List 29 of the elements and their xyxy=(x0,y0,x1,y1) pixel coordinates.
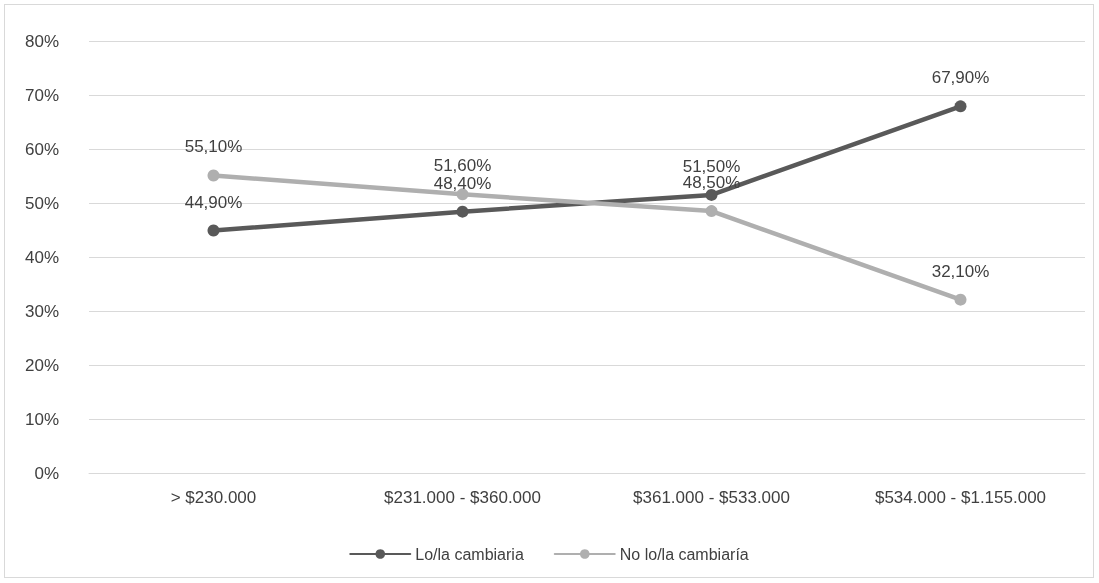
y-tick-label: 0% xyxy=(34,463,59,483)
data-label: 67,90% xyxy=(931,68,990,88)
data-label: 51,50% xyxy=(682,156,741,176)
x-tick-label: $361.000 - $533.000 xyxy=(633,488,790,507)
y-tick-label: 50% xyxy=(24,193,59,213)
y-tick-label: 20% xyxy=(24,355,59,375)
point xyxy=(954,100,967,113)
legend-label: No lo/la cambiaría xyxy=(619,545,749,563)
point xyxy=(954,293,967,306)
y-tick-label: 70% xyxy=(24,85,59,105)
point xyxy=(207,169,220,182)
data-label: 48,40% xyxy=(433,173,492,193)
y-tick-label: 10% xyxy=(24,409,59,429)
point xyxy=(705,205,718,218)
y-tick-label: 80% xyxy=(24,31,59,51)
point xyxy=(456,205,469,218)
x-tick-label: $534.000 - $1.155.000 xyxy=(874,488,1047,507)
data-label: 44,90% xyxy=(184,192,243,212)
y-tick-label: 30% xyxy=(24,301,59,321)
data-label: 51,60% xyxy=(433,156,492,176)
y-tick-label: 40% xyxy=(24,247,59,267)
data-label: 48,50% xyxy=(682,173,741,193)
data-label: 32,10% xyxy=(931,261,990,281)
legend-label: Lo/la cambiaria xyxy=(415,545,524,563)
y-tick-label: 60% xyxy=(24,139,59,159)
x-tick-label: > $230.000 xyxy=(170,488,257,507)
data-label: 55,10% xyxy=(184,137,243,157)
x-tick-label: $231.000 - $360.000 xyxy=(384,488,541,507)
point xyxy=(207,224,220,237)
